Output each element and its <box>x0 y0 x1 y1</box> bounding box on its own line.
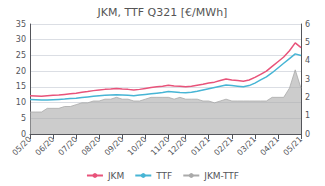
svg-text:1: 1 <box>305 111 310 120</box>
svg-text:30: 30 <box>16 35 26 44</box>
svg-text:02/21: 02/21 <box>212 135 235 158</box>
svg-text:07/20: 07/20 <box>57 135 80 158</box>
svg-text:35: 35 <box>16 20 26 29</box>
svg-text:5: 5 <box>305 38 310 47</box>
svg-text:0: 0 <box>305 130 310 139</box>
svg-text:20: 20 <box>16 67 26 76</box>
svg-text:09/20: 09/20 <box>103 135 126 158</box>
svg-text:10: 10 <box>16 98 26 107</box>
svg-text:04/21: 04/21 <box>258 135 281 158</box>
svg-text:TTF: TTF <box>155 171 172 181</box>
svg-text:5: 5 <box>21 114 26 123</box>
svg-text:11/20: 11/20 <box>148 134 172 158</box>
svg-text:3: 3 <box>305 75 310 84</box>
svg-text:0: 0 <box>20 129 26 139</box>
svg-text:05/21: 05/21 <box>282 135 305 158</box>
svg-text:10/20: 10/20 <box>126 135 149 158</box>
svg-text:03/21: 03/21 <box>235 135 258 158</box>
svg-text:25: 25 <box>16 51 26 60</box>
svg-text:06/20: 06/20 <box>34 135 57 158</box>
svg-text:2: 2 <box>305 93 310 102</box>
svg-text:12/20: 12/20 <box>166 135 189 158</box>
svg-text:15: 15 <box>16 82 26 91</box>
svg-text:08/20: 08/20 <box>80 135 103 158</box>
svg-text:6: 6 <box>305 20 310 29</box>
svg-text:05/20: 05/20 <box>11 135 34 158</box>
svg-text:JKM, TTF Q321 [€/MWh]: JKM, TTF Q321 [€/MWh] <box>97 6 228 19</box>
svg-text:4: 4 <box>305 56 310 65</box>
svg-text:JKM-TTF: JKM-TTF <box>203 171 239 181</box>
svg-text:01/21: 01/21 <box>189 135 212 158</box>
svg-text:JKM: JKM <box>107 171 124 181</box>
